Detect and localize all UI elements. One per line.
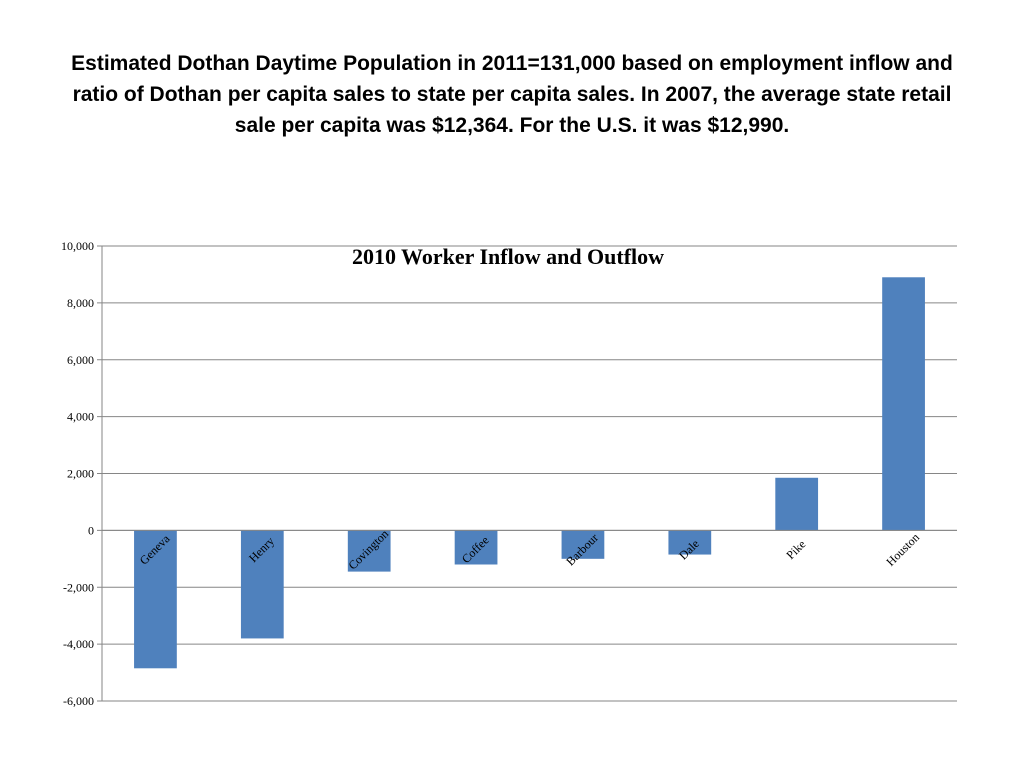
y-axis-tick-labels: 10,000 8,000 6,000 4,000 2,000 0 -2,000 -4,000 -… — [61, 239, 94, 708]
bar-dale — [668, 530, 712, 555]
y-tick-label: 2,000 — [67, 467, 94, 481]
slide-title: Estimated Dothan Daytime Population in 2… — [71, 52, 953, 137]
bar-series — [134, 277, 925, 669]
bar-pike — [775, 477, 819, 531]
x-category-label: Pike — [783, 537, 808, 562]
y-tick-label: -6,000 — [63, 694, 94, 708]
bar-houston — [882, 277, 925, 531]
y-tick-label: 0 — [88, 523, 94, 537]
bar-barbour — [561, 530, 605, 559]
x-category-label: Houston — [883, 530, 922, 569]
axes — [101, 246, 957, 701]
bar-henry — [240, 530, 284, 639]
y-tick-label: 4,000 — [67, 410, 94, 424]
gridlines — [97, 245, 957, 702]
y-tick-label: -4,000 — [63, 637, 94, 651]
chart-title: 2010 Worker Inflow and Outflow — [352, 244, 664, 269]
y-tick-label: 8,000 — [67, 296, 94, 310]
bar-geneva — [134, 530, 177, 669]
bar-coffee — [454, 530, 498, 565]
y-tick-label: 10,000 — [61, 239, 94, 253]
y-tick-label: -2,000 — [63, 580, 94, 594]
bar-covington — [347, 530, 391, 572]
y-tick-label: 6,000 — [67, 353, 94, 367]
